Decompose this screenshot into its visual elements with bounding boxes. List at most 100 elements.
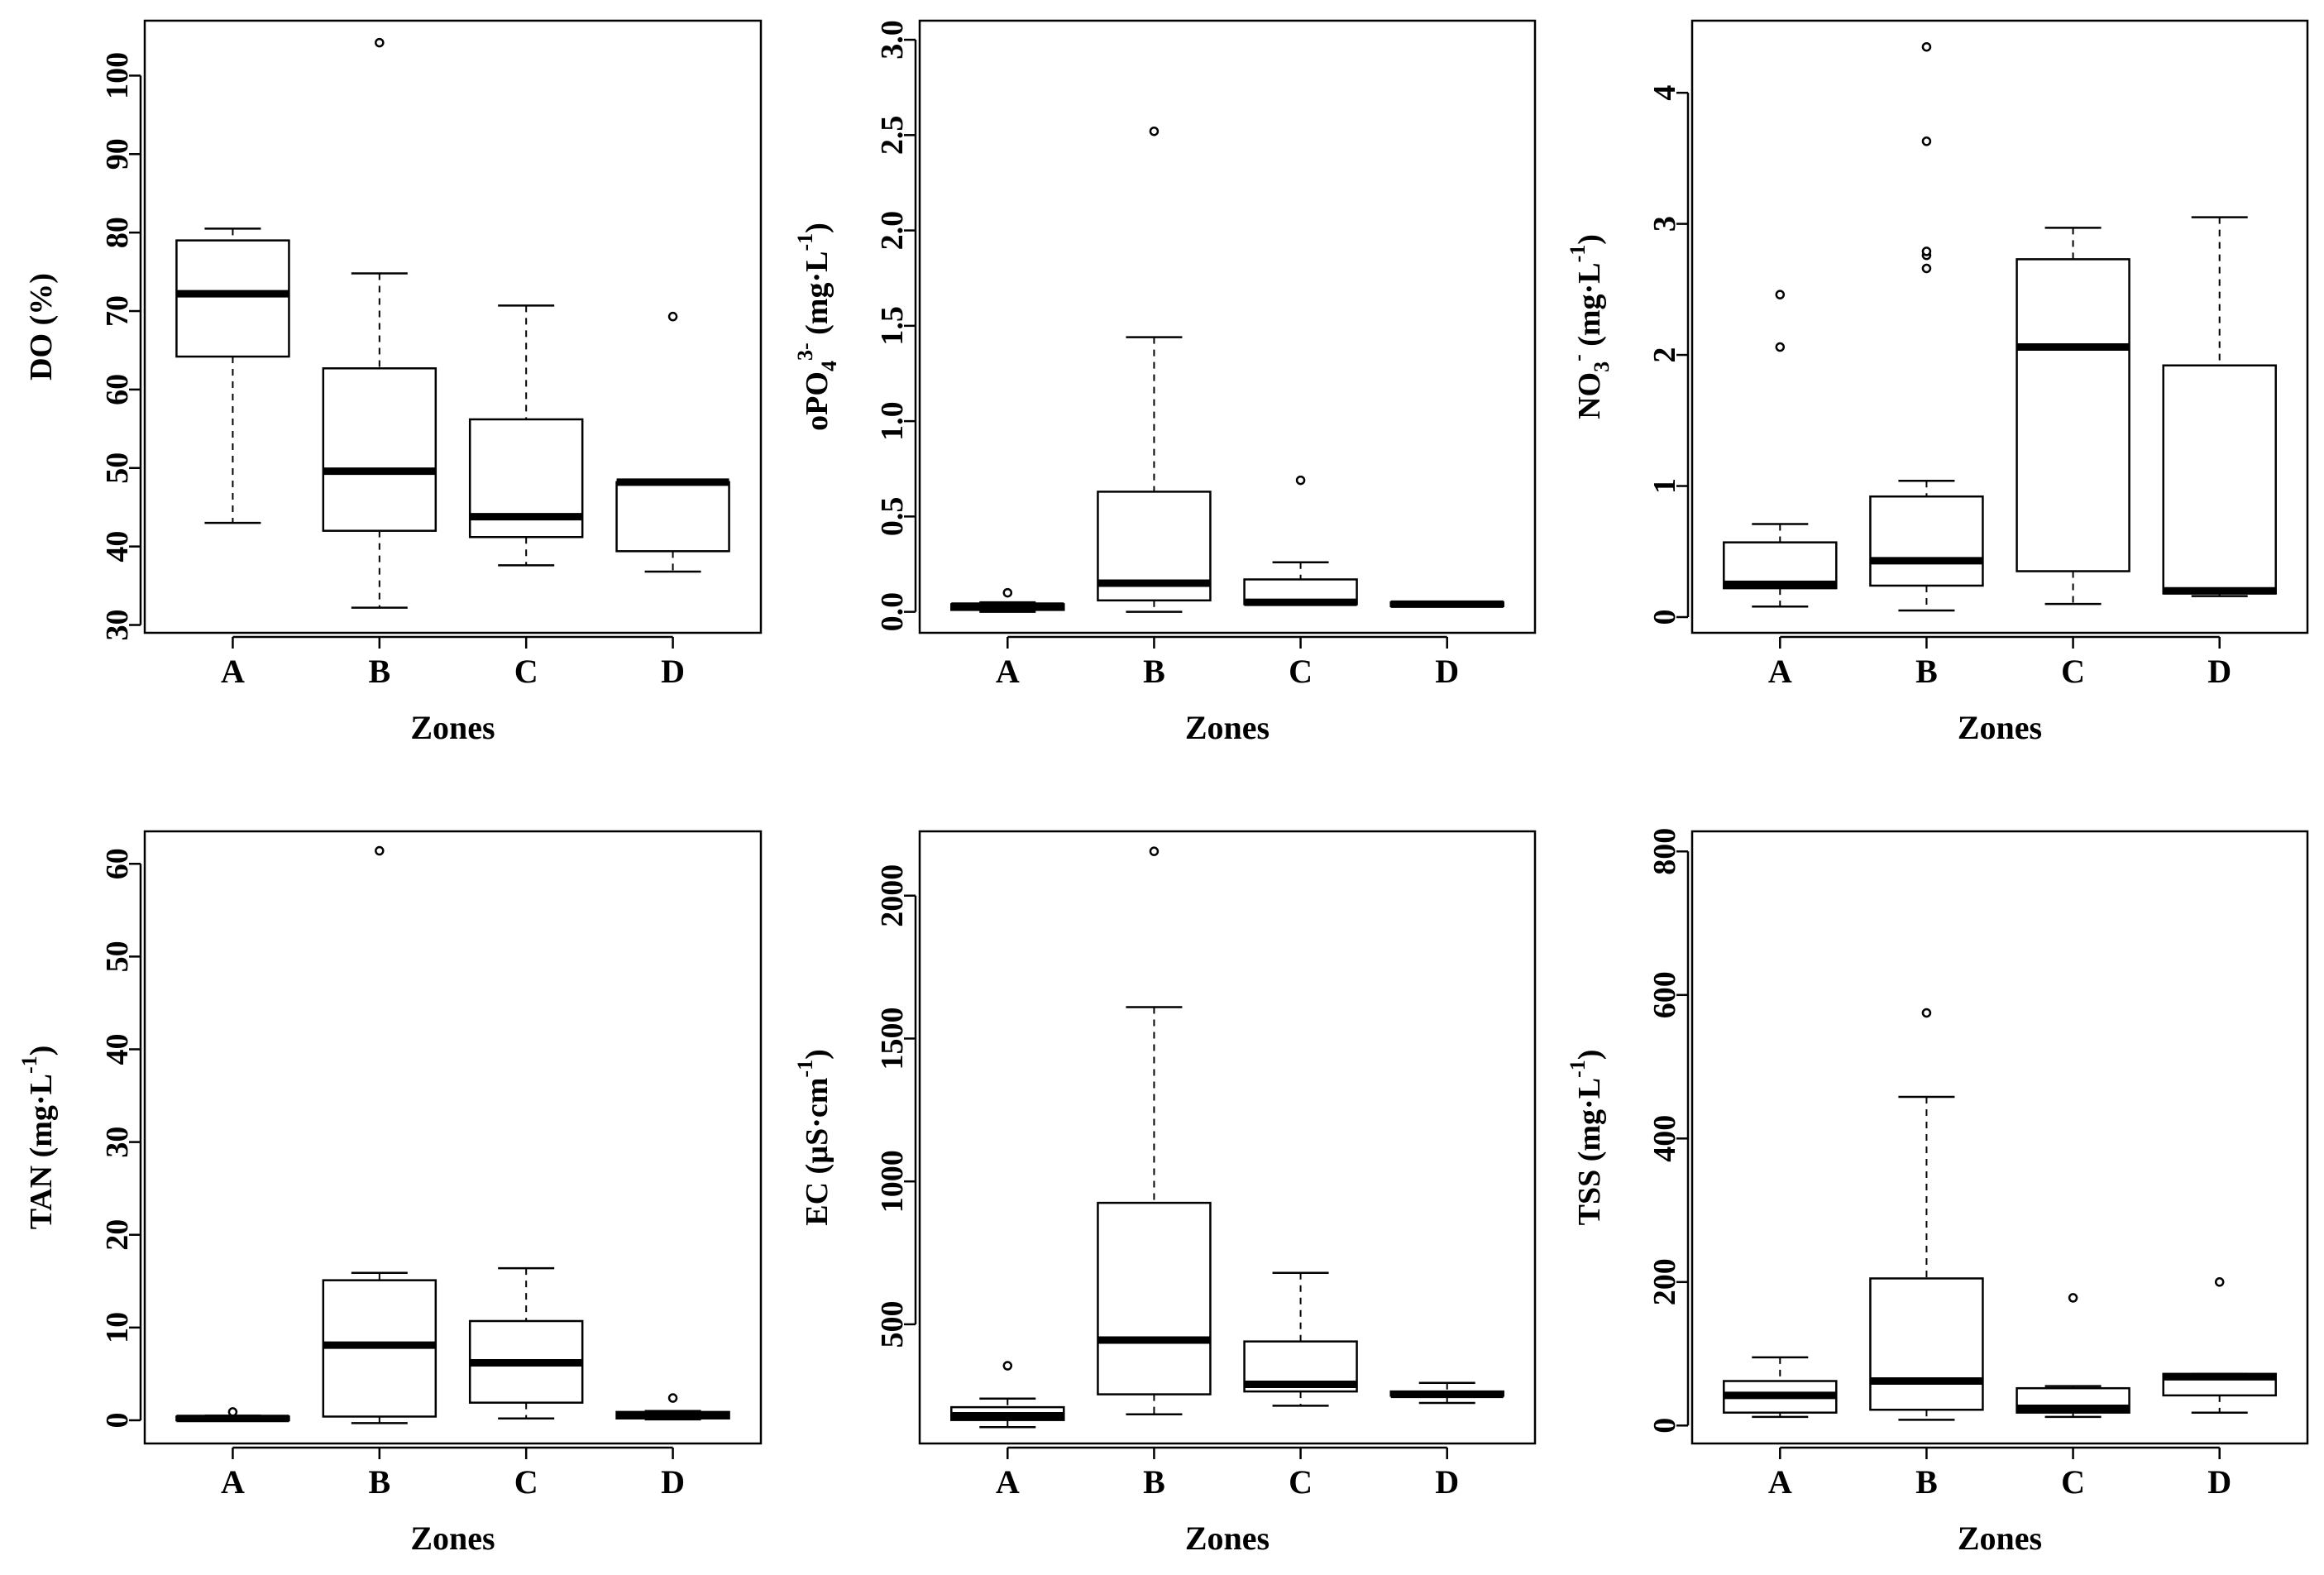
- x-tick-label-d: D: [1435, 1463, 1459, 1501]
- box-iqr: [1097, 1201, 1212, 1395]
- x-tick-label-b: B: [1915, 1463, 1938, 1501]
- y-tick-label: 0: [1647, 1418, 1682, 1434]
- box-c: [1243, 1271, 1358, 1407]
- y-tick-label: 200: [1647, 1258, 1682, 1305]
- chart-panel-5: 500 1000 1500 2000 A B C D Zones EC (µS·cm-1): [793, 830, 1537, 1557]
- x-tick-label-d: D: [661, 653, 685, 690]
- x-tick-label-c: C: [2061, 653, 2085, 690]
- x-tick-label-b: B: [1143, 653, 1165, 690]
- y-tick-label: 50: [100, 452, 135, 484]
- y-tick-label: 3.0: [875, 20, 910, 60]
- x-tick-label-b: B: [1143, 1463, 1165, 1501]
- x-tick-label-b: B: [1915, 653, 1938, 690]
- box-iqr: [2016, 258, 2130, 572]
- box-b: [1869, 1008, 1984, 1421]
- y-tick-label: 0: [1647, 609, 1682, 625]
- y-tick-label: 400: [1647, 1115, 1682, 1162]
- chart-panel-4: 0 10 20 30 40 50 60 A B C D Zones TAN (mg·L-1): [17, 830, 763, 1557]
- y-tick-label: 1: [1647, 478, 1682, 494]
- y-tick-label: 2000: [875, 864, 910, 927]
- x-tick-label-d: D: [2207, 653, 2231, 690]
- box-a: [950, 587, 1065, 613]
- x-tick-label-b: B: [368, 653, 390, 690]
- y-tick-label: 1000: [875, 1150, 910, 1213]
- box-c: [2016, 227, 2130, 606]
- x-tick-label-c: C: [514, 1463, 538, 1501]
- x-tick-label-b: B: [368, 1463, 390, 1501]
- outlier-point: [1921, 247, 1932, 256]
- outlier-point: [375, 37, 385, 48]
- box-d: [2162, 216, 2277, 597]
- x-tick-label-c: C: [2061, 1463, 2085, 1501]
- box-c: [2016, 1293, 2130, 1419]
- outlier-point: [1149, 126, 1160, 136]
- y-tick-label: 60: [100, 374, 135, 405]
- outlier-point: [1921, 41, 1932, 52]
- y-tick-label: 500: [875, 1300, 910, 1348]
- box-c: [468, 304, 584, 567]
- x-tick-label-d: D: [2207, 1463, 2231, 1501]
- x-tick-label-d: D: [1435, 653, 1459, 690]
- x-axis-label: Zones: [410, 1520, 495, 1557]
- box-d: [1389, 600, 1504, 608]
- x-tick-label-c: C: [1289, 653, 1313, 690]
- box-b: [322, 845, 438, 1424]
- y-axis-label: TAN (mg·L-1): [17, 1046, 59, 1230]
- box-iqr: [2162, 364, 2277, 595]
- y-axis-label: oPO43- (mg·L-1): [793, 223, 841, 431]
- outlier-point: [1002, 1361, 1013, 1371]
- y-axis-label: EC (µS·cm-1): [793, 1049, 834, 1226]
- x-axis-label: Zones: [1185, 709, 1270, 746]
- outlier-point: [1921, 1008, 1932, 1018]
- box-a: [1723, 290, 1838, 608]
- x-axis-label: Zones: [1185, 1520, 1270, 1557]
- box-a: [175, 1407, 290, 1423]
- y-tick-label: 3: [1647, 216, 1682, 232]
- x-axis-label: Zones: [1958, 709, 2042, 746]
- box-a: [1723, 1356, 1838, 1419]
- y-tick-label: 90: [100, 138, 135, 170]
- y-tick-label: 40: [100, 531, 135, 562]
- outlier-point: [2214, 1277, 2225, 1287]
- y-tick-label: 100: [100, 52, 135, 99]
- outlier-point: [1002, 587, 1013, 598]
- chart-panel-2: 0.0 0.5 1.0 1.5 2.0 2.5 3.0 A B C D Zones oPO43- (mg…: [793, 19, 1537, 746]
- box-iqr: [175, 239, 290, 358]
- plot-frame: [143, 19, 763, 634]
- y-tick-label: 2.5: [875, 116, 910, 156]
- outlier-point: [667, 1393, 678, 1403]
- outlier-point: [227, 1407, 238, 1417]
- y-tick-label: 30: [100, 1127, 135, 1158]
- outlier-point: [667, 311, 678, 322]
- x-axis-label: Zones: [410, 709, 495, 746]
- plot-frame: [918, 19, 1537, 634]
- x-tick-label-a: A: [996, 653, 1020, 690]
- chart-panel-1: 30 40 50 60 70 80 90 100 A B C D Zones DO (%): [24, 19, 763, 746]
- y-tick-label: 1500: [875, 1007, 910, 1070]
- y-tick-label: 1.0: [875, 401, 910, 441]
- y-axis-label: NO3- (mg·L-1): [1566, 234, 1614, 419]
- y-tick-label: 4: [1647, 85, 1682, 101]
- y-tick-label: 0.5: [875, 497, 910, 537]
- y-axis-label: TSS (mg·L-1): [1566, 1050, 1607, 1226]
- box-c: [1243, 475, 1358, 606]
- box-b: [1869, 41, 1984, 612]
- box-iqr: [322, 367, 438, 532]
- chart-panel-6: 0 200 400 600 800 A B C D Zones TSS (mg·L-1): [1566, 828, 2309, 1557]
- outlier-point: [1921, 136, 1932, 146]
- outlier-point: [1149, 846, 1160, 856]
- y-tick-label: 70: [100, 295, 135, 327]
- box-d: [615, 1393, 730, 1421]
- y-tick-label: 30: [100, 610, 135, 641]
- x-tick-label-a: A: [1768, 1463, 1792, 1501]
- y-axis-label: DO (%): [24, 273, 59, 381]
- y-tick-label: 80: [100, 217, 135, 248]
- box-iqr: [1869, 1277, 1984, 1411]
- outlier-point: [375, 845, 385, 856]
- box-d: [615, 311, 730, 573]
- box-c: [468, 1266, 584, 1419]
- y-tick-label: 0.0: [875, 592, 910, 632]
- x-tick-label-d: D: [661, 1463, 685, 1501]
- x-tick-label-a: A: [221, 653, 245, 690]
